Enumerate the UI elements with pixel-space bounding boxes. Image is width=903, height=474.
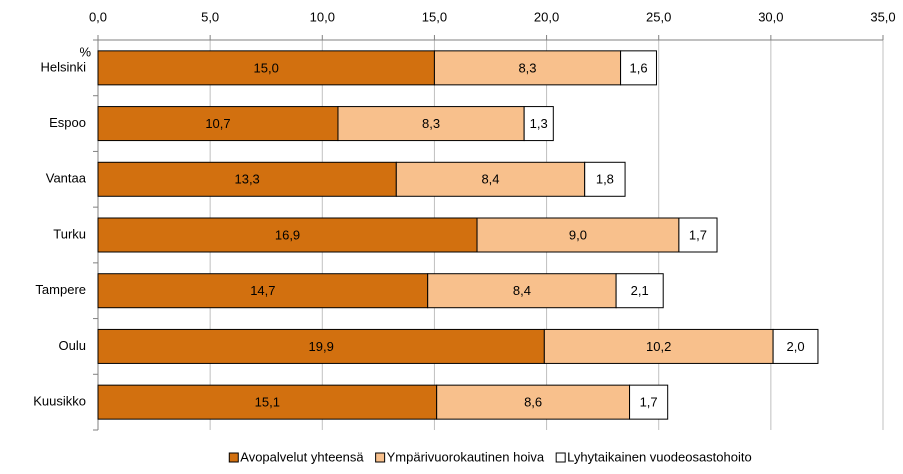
bar-segment — [629, 384, 669, 420]
unit-label: % — [79, 44, 91, 59]
bar-segment — [337, 106, 525, 142]
bar-segment — [97, 217, 478, 253]
data-label: 8,4 — [481, 172, 499, 187]
data-label: 8,6 — [524, 395, 542, 410]
legend-label: Lyhytaikainen vuodeosastohoito — [567, 449, 752, 464]
y-tick-label: Turku — [53, 226, 86, 241]
y-tick-label: Vantaa — [46, 171, 87, 186]
y-tick-label: Tampere — [35, 282, 86, 297]
legend-swatch — [375, 452, 386, 463]
legend-label: Avopalvelut yhteensä — [240, 449, 364, 464]
bar-segment — [543, 328, 774, 364]
data-label: 8,3 — [518, 60, 536, 75]
x-tick-label: 10,0 — [310, 9, 335, 24]
data-label: 1,6 — [629, 60, 647, 75]
data-label: 19,9 — [309, 339, 334, 354]
bar-segment — [97, 106, 339, 142]
data-label: 9,0 — [569, 227, 587, 242]
bar-segment — [395, 161, 586, 197]
x-tick-label: 5,0 — [201, 9, 219, 24]
y-tick-label: Oulu — [59, 338, 86, 353]
data-label: 15,1 — [255, 395, 280, 410]
data-label: 10,7 — [205, 116, 230, 131]
data-label: 1,8 — [596, 172, 614, 187]
x-tick-label: 25,0 — [646, 9, 671, 24]
legend-label: Ympärivuorokautinen hoiva — [387, 449, 545, 464]
bar-segment — [584, 161, 626, 197]
legend-swatch — [555, 452, 566, 463]
data-label: 1,7 — [689, 227, 707, 242]
data-label: 2,0 — [786, 339, 804, 354]
data-label: 15,0 — [254, 60, 279, 75]
bar-segment — [678, 217, 718, 253]
y-tick-label: Helsinki — [40, 59, 86, 74]
bar-segment — [97, 50, 435, 86]
x-tick-label: 20,0 — [534, 9, 559, 24]
data-label: 2,1 — [631, 283, 649, 298]
data-label: 16,9 — [275, 227, 300, 242]
x-tick-label: 0,0 — [89, 9, 107, 24]
data-label: 8,4 — [513, 283, 531, 298]
bar-segment — [476, 217, 680, 253]
bar-segment — [427, 273, 617, 309]
data-label: 1,3 — [530, 116, 548, 131]
data-label: 8,3 — [422, 116, 440, 131]
bar-segment — [523, 106, 554, 142]
data-label: 13,3 — [234, 172, 259, 187]
bar-segment — [97, 161, 397, 197]
bar-segment — [436, 384, 631, 420]
bar-segment — [615, 273, 664, 309]
y-tick-label: Kuusikko — [33, 394, 86, 409]
y-tick-label: Espoo — [49, 115, 86, 130]
bar-segment — [620, 50, 657, 86]
bar-segment — [97, 328, 545, 364]
x-tick-label: 30,0 — [758, 9, 783, 24]
x-tick-label: 15,0 — [422, 9, 447, 24]
data-label: 1,7 — [640, 395, 658, 410]
x-tick-label: 35,0 — [870, 9, 895, 24]
bar-segment — [433, 50, 622, 86]
data-label: 10,2 — [646, 339, 671, 354]
data-label: 14,7 — [250, 283, 275, 298]
bar-segment — [772, 328, 819, 364]
legend-swatch — [228, 452, 239, 463]
